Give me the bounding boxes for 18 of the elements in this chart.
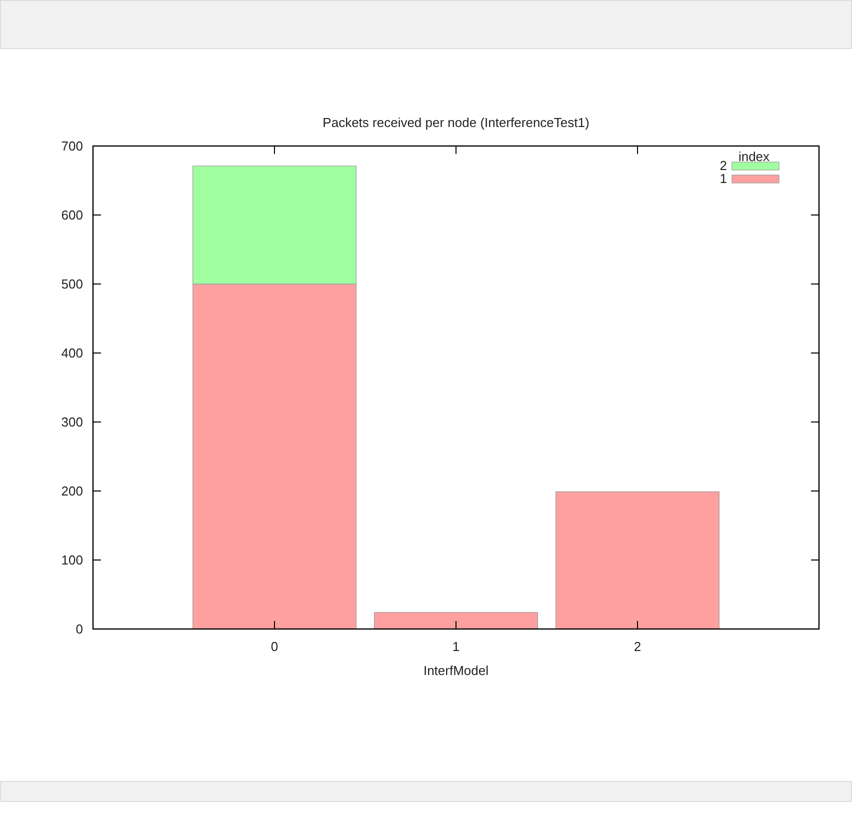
y-tick-label: 500: [61, 276, 83, 292]
y-tick-label: 600: [61, 208, 83, 223]
x-tick-label: 1: [452, 639, 460, 654]
bar: [556, 491, 720, 630]
bar: [374, 612, 538, 630]
y-tick-label: 100: [61, 552, 83, 568]
y-tick-label: 0: [76, 622, 83, 637]
legend-label: 1: [720, 171, 727, 186]
x-axis-title: InterfModel: [423, 663, 489, 678]
legend-title: index: [738, 149, 770, 164]
x-tick-label: 2: [634, 639, 642, 654]
chart-title: Packets received per node (InterferenceTest1): [322, 115, 590, 130]
y-tick-label: 700: [61, 138, 83, 154]
y-tick-label: 300: [61, 414, 83, 430]
y-tick-label: 200: [61, 484, 83, 499]
y-tick-label: 400: [61, 346, 83, 361]
legend-label: 2: [720, 158, 727, 173]
x-tick-label: 0: [270, 639, 278, 654]
